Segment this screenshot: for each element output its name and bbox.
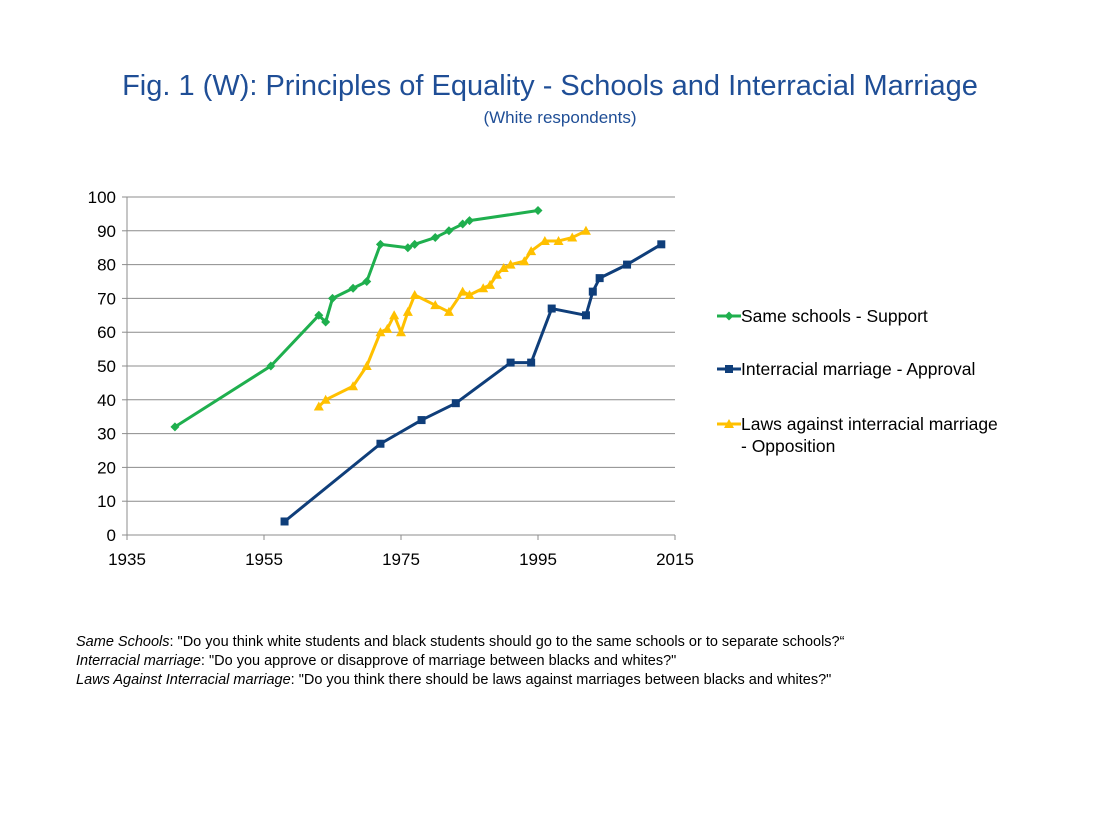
data-point <box>657 240 666 249</box>
data-point <box>362 277 372 286</box>
data-point <box>376 439 385 448</box>
footnote-same-schools: Same Schools: "Do you think white studen… <box>76 633 844 652</box>
data-point <box>444 226 454 236</box>
data-point <box>280 517 289 526</box>
data-point <box>547 304 556 313</box>
y-tick-label: 10 <box>97 492 116 511</box>
series-1 <box>280 240 666 526</box>
data-point <box>382 323 393 333</box>
footnote-interracial-marriage: Interracial marriage: "Do you approve or… <box>76 652 844 671</box>
data-point <box>417 416 426 425</box>
data-point <box>170 422 180 432</box>
footnote-term: Same Schools <box>76 634 170 650</box>
data-point <box>410 239 420 249</box>
data-point <box>491 269 502 279</box>
y-tick-label: 80 <box>97 256 116 275</box>
data-point <box>403 243 413 253</box>
legend-label: Same schools - Support <box>741 306 928 326</box>
y-tick-label: 70 <box>97 289 116 308</box>
legend-item: Same schools - Support <box>717 306 928 326</box>
x-tick-label: 1975 <box>382 550 420 569</box>
footnote-text: : "Do you think there should be laws aga… <box>290 672 832 688</box>
data-point <box>266 361 276 371</box>
data-point <box>595 274 604 283</box>
legend-marker <box>724 311 734 321</box>
data-point <box>465 216 474 226</box>
data-point <box>533 206 543 216</box>
y-tick-label: 100 <box>88 188 116 207</box>
y-tick-label: 20 <box>97 458 116 477</box>
series-line <box>317 229 587 408</box>
y-tick-label: 90 <box>97 222 116 241</box>
data-point <box>553 235 564 245</box>
data-point <box>389 310 400 320</box>
data-point <box>313 401 324 411</box>
chart-title: Fig. 1 (W): Principles of Equality - Sch… <box>122 70 978 102</box>
data-point <box>478 283 489 293</box>
x-tick-label: 1995 <box>519 550 557 569</box>
data-point <box>314 310 324 320</box>
data-point <box>526 246 537 256</box>
data-point <box>581 311 590 320</box>
data-point <box>396 327 406 337</box>
data-point <box>348 381 359 391</box>
data-point <box>321 317 331 327</box>
footnote-text: : "Do you approve or disapprove of marri… <box>200 653 677 669</box>
footnote-text: : "Do you think white students and black… <box>169 634 845 650</box>
data-point <box>588 287 597 296</box>
data-point <box>527 358 536 367</box>
footnote-term: Interracial marriage <box>76 653 201 669</box>
y-tick-label: 30 <box>97 425 116 444</box>
data-point <box>361 361 372 370</box>
footnote-laws: Laws Against Interracial marriage: "Do y… <box>76 671 844 690</box>
data-point <box>505 259 516 269</box>
series-line <box>283 243 663 523</box>
data-point <box>375 239 385 249</box>
series-2 <box>313 225 591 411</box>
data-point <box>464 290 475 300</box>
legend-label: Interracial marriage - Approval <box>741 359 975 379</box>
data-point <box>409 290 420 300</box>
data-point <box>328 293 337 303</box>
data-point <box>457 286 468 296</box>
data-point <box>539 235 550 245</box>
data-point <box>580 225 591 235</box>
data-point <box>375 327 386 337</box>
data-point <box>348 283 358 293</box>
data-point <box>567 232 578 242</box>
y-tick-label: 40 <box>97 391 116 410</box>
data-point <box>519 256 530 266</box>
data-point <box>498 262 509 272</box>
legend-label: - Opposition <box>741 436 835 456</box>
chart-subtitle: (White respondents) <box>483 108 637 127</box>
legend-marker <box>725 365 733 373</box>
y-tick-label: 0 <box>107 526 116 545</box>
data-point <box>320 394 331 404</box>
data-point <box>402 306 413 316</box>
data-point <box>443 306 454 316</box>
data-point <box>458 219 468 229</box>
series-0 <box>170 206 543 432</box>
legend-marker <box>724 419 734 428</box>
x-tick-label: 1955 <box>245 550 283 569</box>
legend-item: Interracial marriage - Approval <box>717 359 975 379</box>
x-tick-label: 1935 <box>108 550 146 569</box>
data-point <box>623 260 632 269</box>
x-tick-label: 2015 <box>656 550 694 569</box>
data-point <box>485 279 496 289</box>
data-point <box>430 300 441 310</box>
legend-item: Laws against interracial marriage- Oppos… <box>717 414 998 456</box>
y-tick-label: 50 <box>97 357 116 376</box>
legend-label: Laws against interracial marriage <box>741 414 998 434</box>
y-tick-label: 60 <box>97 323 116 342</box>
data-point <box>430 233 440 243</box>
series-line <box>174 209 539 429</box>
data-point <box>451 399 460 408</box>
footnote-term: Laws Against Interracial marriage <box>76 672 291 688</box>
data-point <box>506 358 515 367</box>
footnotes: Same Schools: "Do you think white studen… <box>76 633 844 690</box>
